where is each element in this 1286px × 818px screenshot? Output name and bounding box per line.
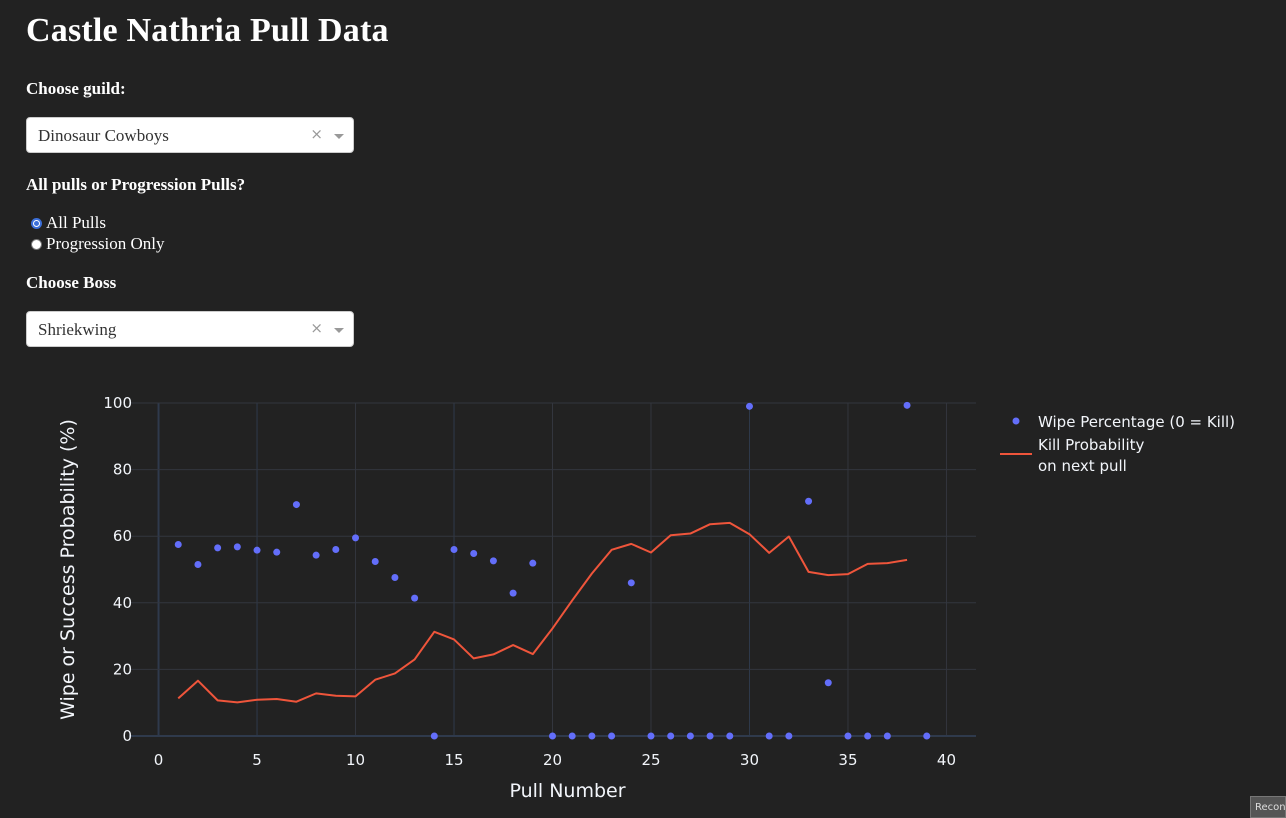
boss-dropdown-value: Shriekwing: [38, 320, 117, 339]
wipe-percentage-point: [568, 732, 576, 740]
legend-marker-wipe: [1012, 417, 1020, 425]
legend-label-wipe: Wipe Percentage (0 = Kill): [1038, 413, 1235, 431]
wipe-percentage-point: [765, 732, 773, 740]
legend-label-kill: Kill Probability: [1038, 436, 1145, 454]
reconnect-button[interactable]: Recon: [1250, 796, 1286, 818]
y-tick-label: 20: [113, 660, 132, 678]
y-tick-label: 100: [103, 394, 132, 412]
wipe-percentage-point: [529, 559, 537, 567]
wipe-percentage-point: [194, 561, 202, 569]
pull-type-label: All pulls or Progression Pulls?: [26, 175, 246, 194]
wipe-percentage-point: [627, 579, 635, 587]
radio-label-progression-only: Progression Only: [46, 234, 165, 253]
wipe-percentage-point: [824, 679, 832, 687]
page-title: Castle Nathria Pull Data: [26, 12, 389, 49]
wipe-percentage-point: [411, 594, 419, 602]
x-axis-label: Pull Number: [509, 780, 625, 802]
clear-icon[interactable]: ×: [310, 319, 323, 337]
guild-dropdown[interactable]: Dinosaur Cowboys ×: [26, 117, 354, 153]
y-tick-label: 40: [113, 594, 132, 612]
wipe-percentage-point: [509, 589, 517, 597]
wipe-percentage-point: [214, 544, 222, 552]
x-tick-label: 30: [740, 751, 759, 769]
wipe-percentage-point: [647, 732, 655, 740]
wipe-percentage-point: [253, 546, 261, 554]
wipe-percentage-point: [745, 402, 753, 410]
wipe-percentage-point: [489, 557, 497, 565]
x-tick-label: 40: [937, 751, 956, 769]
boss-label: Choose Boss: [26, 273, 117, 292]
wipe-percentage-point: [706, 732, 714, 740]
x-tick-label: 15: [444, 751, 463, 769]
wipe-percentage-point: [686, 732, 694, 740]
wipe-percentage-point: [450, 546, 458, 554]
x-tick-label: 0: [154, 751, 164, 769]
chevron-down-icon[interactable]: [334, 134, 344, 139]
wipe-percentage-point: [923, 732, 931, 740]
wipe-percentage-point: [391, 573, 399, 581]
wipe-percentage-point: [233, 543, 241, 551]
wipe-percentage-point: [785, 732, 793, 740]
wipe-percentage-point: [726, 732, 734, 740]
chevron-down-icon[interactable]: [334, 328, 344, 333]
radio-option-all-pulls[interactable]: All Pulls: [31, 213, 106, 233]
wipe-percentage-point: [352, 534, 360, 542]
wipe-percentage-point: [667, 732, 675, 740]
pull-data-chart[interactable]: 0 5 10 15 20 25 30 35 40 0 20 40 60 80 100 Pull Number W…: [0, 370, 1286, 810]
x-tick-label: 5: [252, 751, 262, 769]
wipe-percentage-point: [273, 548, 281, 556]
y-axis-label: Wipe or Success Probability (%): [57, 419, 79, 720]
boss-dropdown[interactable]: Shriekwing ×: [26, 311, 354, 347]
wipe-percentage-point: [430, 732, 438, 740]
radio-option-progression-only[interactable]: Progression Only: [31, 234, 165, 254]
wipe-percentage-point: [864, 732, 872, 740]
wipe-percentage-point: [883, 732, 891, 740]
wipe-percentage-point: [844, 732, 852, 740]
x-tick-label: 35: [838, 751, 857, 769]
wipe-percentage-point: [470, 550, 478, 558]
clear-icon[interactable]: ×: [310, 125, 323, 143]
x-tick-label: 20: [543, 751, 562, 769]
wipe-percentage-point: [312, 551, 320, 559]
radio-button-progression-only[interactable]: [31, 238, 42, 250]
wipe-percentage-point: [549, 732, 556, 740]
legend-label-kill-line2: on next pull: [1038, 457, 1127, 475]
guild-dropdown-value: Dinosaur Cowboys: [38, 126, 169, 145]
y-tick-label: 60: [113, 527, 132, 545]
wipe-percentage-point: [332, 546, 340, 554]
guild-label: Choose guild:: [26, 79, 126, 98]
wipe-percentage-point: [608, 732, 616, 740]
radio-label-all-pulls: All Pulls: [46, 213, 106, 232]
radio-button-all-pulls[interactable]: [31, 217, 42, 229]
y-tick-label: 80: [113, 461, 132, 479]
wipe-percentage-point: [174, 541, 182, 549]
wipe-percentage-point: [805, 497, 813, 505]
y-tick-label: 0: [122, 727, 132, 745]
x-tick-label: 25: [641, 751, 660, 769]
x-tick-label: 10: [346, 751, 365, 769]
wipe-percentage-point: [371, 558, 379, 566]
wipe-percentage-point: [903, 401, 911, 409]
wipe-percentage-point: [292, 501, 300, 509]
wipe-percentage-point: [588, 732, 596, 740]
kill-probability-line: [177, 521, 908, 704]
